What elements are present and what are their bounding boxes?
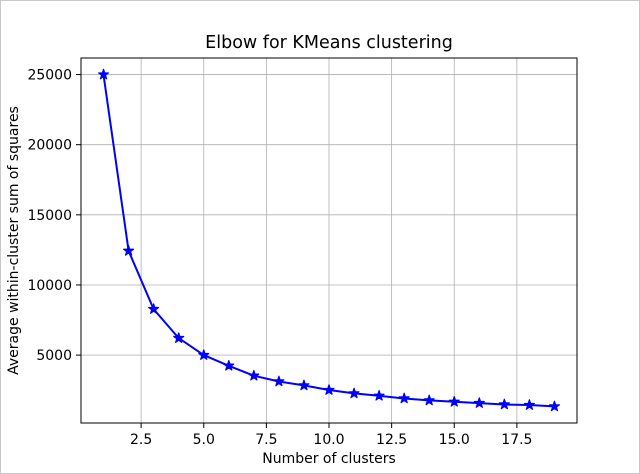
star-marker xyxy=(298,379,310,391)
y-tick-label: 10000 xyxy=(27,278,72,294)
star-marker xyxy=(448,396,460,407)
x-tick-label: 2.5 xyxy=(130,432,152,448)
x-tick-label: 7.5 xyxy=(255,432,277,448)
axis-ticks xyxy=(76,74,518,428)
star-marker xyxy=(498,398,510,410)
star-marker xyxy=(97,68,110,80)
x-tick-label: 17.5 xyxy=(501,432,532,448)
star-marker xyxy=(523,399,535,410)
chart-title: Elbow for KMeans clustering xyxy=(205,33,453,53)
gridlines xyxy=(81,58,577,423)
y-tick-label: 20000 xyxy=(27,138,72,154)
star-marker xyxy=(223,359,235,371)
y-tick-label: 15000 xyxy=(27,208,72,224)
x-tick-label: 15.0 xyxy=(439,432,470,448)
star-marker xyxy=(198,349,210,360)
star-marker xyxy=(348,387,360,399)
y-tick-label: 5000 xyxy=(36,348,72,364)
star-marker xyxy=(373,389,385,401)
y-axis-label: Average within-cluster sum of squares xyxy=(6,106,22,375)
star-marker xyxy=(423,394,435,406)
star-marker xyxy=(323,384,335,395)
x-tick-label: 5.0 xyxy=(193,432,215,448)
x-tick-label: 12.5 xyxy=(376,432,407,448)
data-point-markers xyxy=(97,68,561,412)
x-tick-label: 10.0 xyxy=(313,432,344,448)
x-tick-labels: 2.5 5.0 7.5 10.0 12.5 15.0 17.5 xyxy=(130,432,532,448)
star-marker xyxy=(248,369,260,381)
star-marker xyxy=(548,400,561,412)
star-marker xyxy=(398,392,410,404)
y-tick-labels: 5000 10000 15000 20000 25000 xyxy=(27,68,72,365)
star-marker xyxy=(173,332,185,343)
star-marker xyxy=(148,303,160,314)
x-axis-label: Number of clusters xyxy=(262,451,396,467)
star-marker xyxy=(273,375,285,387)
star-marker xyxy=(123,245,135,256)
y-tick-label: 25000 xyxy=(27,68,72,84)
star-marker xyxy=(473,397,485,408)
